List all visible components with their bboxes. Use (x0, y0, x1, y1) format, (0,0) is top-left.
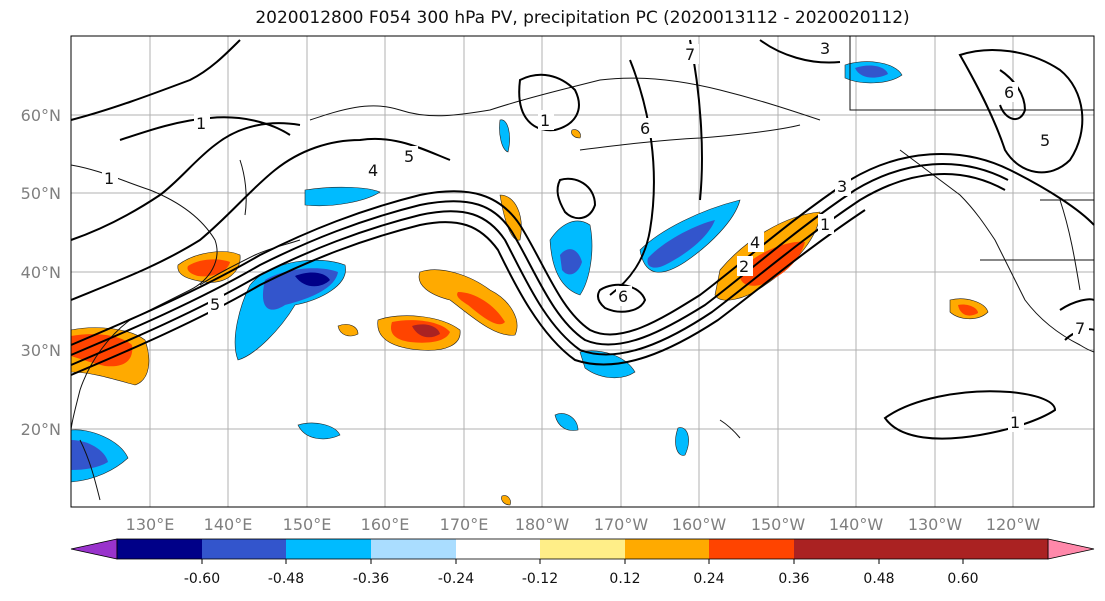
contour-label: 1 (820, 215, 830, 234)
lon-label: 120°W (986, 515, 1041, 534)
colorbar-segment (286, 539, 371, 559)
lat-label-60n: 60°N (21, 106, 61, 125)
contour-label: 3 (837, 177, 847, 196)
colorbar-tick-label: 0.12 (609, 571, 640, 587)
colorbar-segment (202, 539, 286, 559)
lon-label: 180°W (515, 515, 570, 534)
contour-label: 4 (750, 233, 760, 252)
map-frame (70, 35, 1095, 508)
colorbar-segment (794, 539, 879, 559)
contour-label: 2 (739, 257, 749, 276)
colorbar-tick-label: 0.48 (863, 571, 894, 587)
colorbar-segment (625, 539, 709, 559)
contour-label: 5 (210, 295, 220, 314)
coastlines (70, 36, 1095, 501)
contour-label: 1 (104, 169, 114, 188)
contour-label: 6 (618, 287, 628, 306)
colorbar-segment (456, 539, 540, 559)
contour-label-group: 1 1 2 3 3 4 4 5 5 5 6 6 6 7 7 1 1 1 (102, 38, 1089, 432)
lon-label: 160°E (361, 515, 410, 534)
lon-label: 170°E (440, 515, 489, 534)
colorbar-tick-label: 0.60 (947, 571, 978, 587)
chart-title: 2020012800 F054 300 hPa PV, precipitatio… (255, 8, 910, 28)
colorbar-tick-label: -0.48 (268, 571, 304, 587)
colorbar-tick-label: -0.12 (522, 571, 558, 587)
colorbar-segment (963, 539, 1048, 559)
lat-label-50n: 50°N (21, 184, 61, 203)
colorbar-tick-label: 0.24 (693, 571, 724, 587)
contour-label: 1 (540, 111, 550, 130)
lon-label: 130°E (126, 515, 175, 534)
colorbar-right-extension (1047, 538, 1095, 560)
lat-label-20n: 20°N (21, 420, 61, 439)
colorbar: -0.60 -0.48 -0.36 -0.24 -0.12 0.12 0.24 … (70, 538, 1095, 587)
lon-label: 130°W (908, 515, 963, 534)
lon-label: 140°E (204, 515, 253, 534)
colorbar-left-extension (70, 538, 118, 560)
lat-label-30n: 30°N (21, 341, 61, 360)
contour-label: 7 (1075, 319, 1085, 338)
longitude-labels: 130°E 140°E 150°E 160°E 170°E 180°W 170°… (126, 515, 1041, 534)
lat-label-40n: 40°N (21, 263, 61, 282)
colorbar-tick-label: -0.60 (184, 571, 220, 587)
colorbar-segment (540, 539, 625, 559)
latitude-labels: 60°N 50°N 40°N 30°N 20°N (21, 106, 61, 439)
colorbar-segment (879, 539, 963, 559)
colorbar-segment (371, 539, 456, 559)
contour-label: 6 (640, 119, 650, 138)
contour-label: 3 (820, 39, 830, 58)
contour-label: 5 (404, 147, 414, 166)
colorbar-segment (117, 539, 202, 559)
colorbar-segment (709, 539, 794, 559)
contour-label: 4 (368, 161, 378, 180)
contour-label: 1 (196, 114, 206, 133)
contour-label: 6 (1004, 83, 1014, 102)
lon-label: 140°W (829, 515, 884, 534)
colorbar-tick-label: -0.36 (353, 571, 389, 587)
contour-label: 5 (1040, 131, 1050, 150)
lon-label: 160°W (672, 515, 727, 534)
lon-label: 170°W (594, 515, 649, 534)
colorbar-tick-label: 0.36 (778, 571, 809, 587)
contour-label: 7 (685, 45, 695, 64)
lon-label: 150°E (283, 515, 332, 534)
lon-label: 150°W (751, 515, 806, 534)
contour-label: 1 (1010, 413, 1020, 432)
colorbar-tick-label: -0.24 (438, 571, 474, 587)
